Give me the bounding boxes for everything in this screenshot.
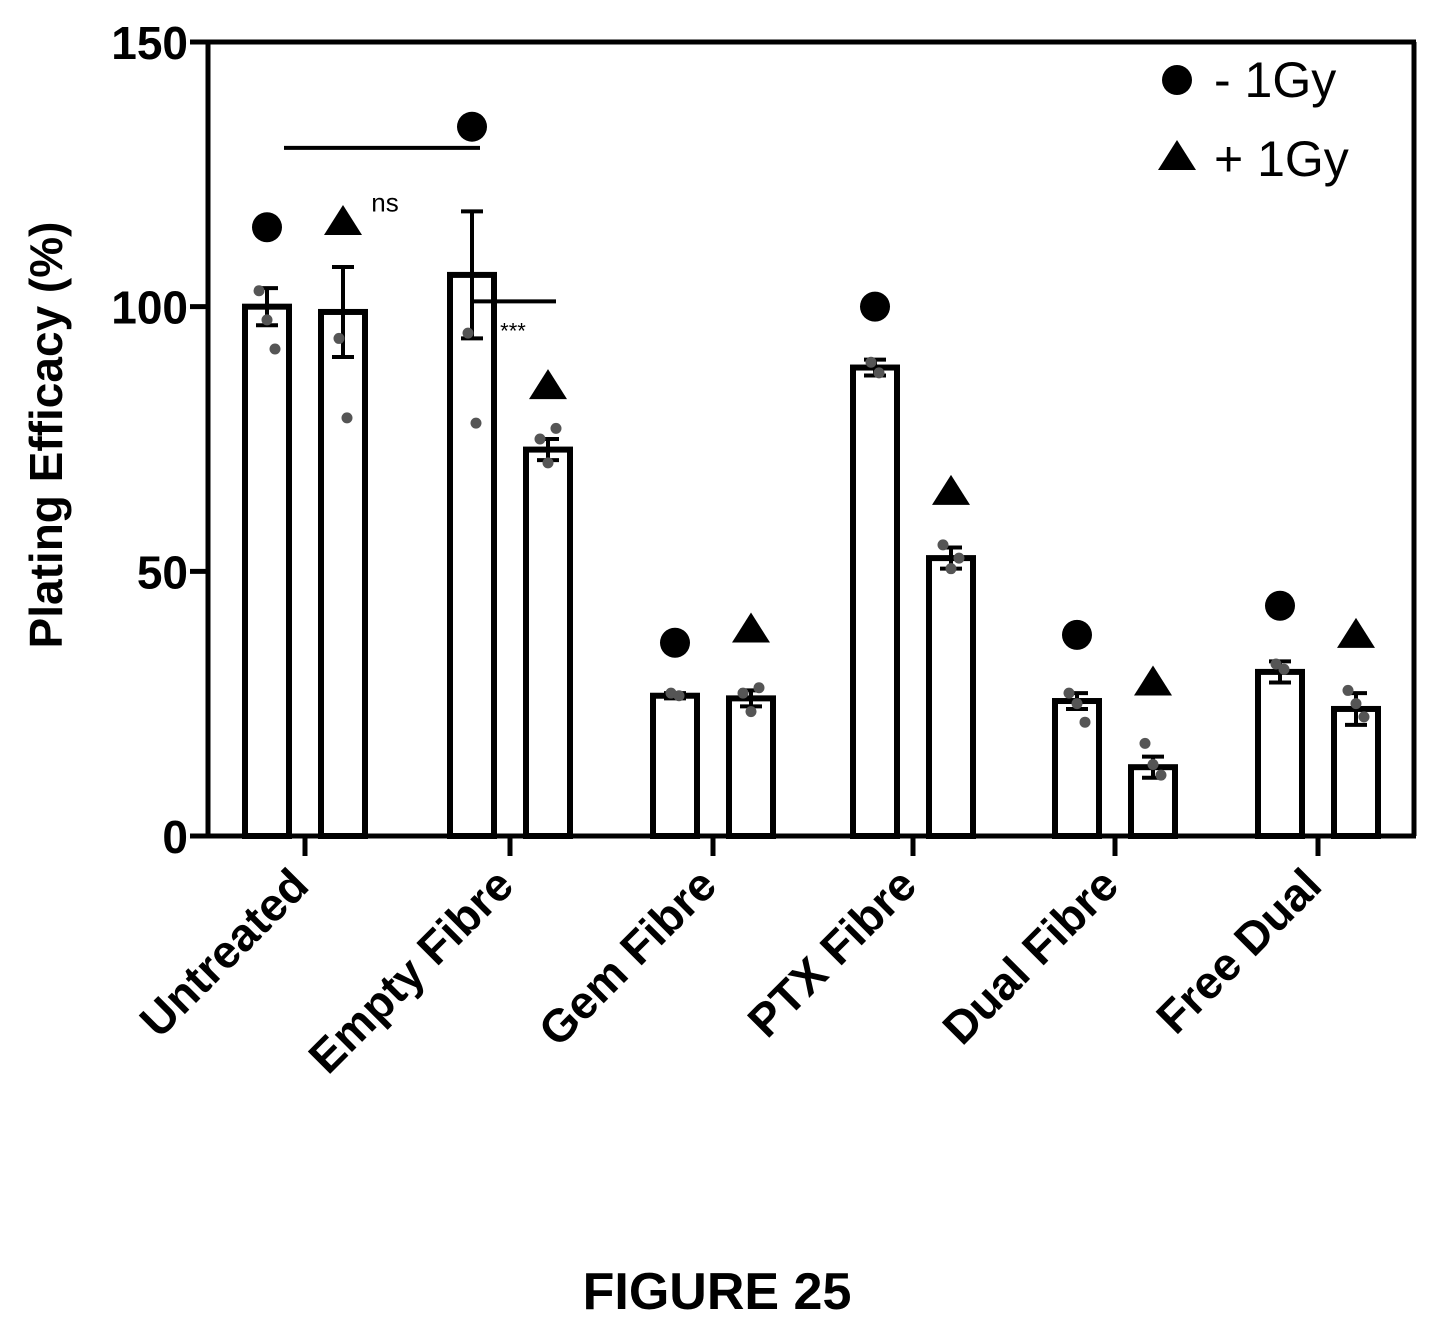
data-point bbox=[253, 285, 265, 297]
data-point bbox=[1270, 658, 1282, 670]
data-point bbox=[865, 356, 877, 368]
x-tick-label: Dual Fibre bbox=[932, 858, 1128, 1054]
circle-marker bbox=[660, 627, 690, 658]
x-tick-label: Free Dual bbox=[1146, 858, 1331, 1043]
data-point bbox=[462, 327, 474, 339]
data-point bbox=[534, 433, 546, 445]
data-point bbox=[1147, 759, 1159, 771]
significance-label: ns bbox=[371, 187, 398, 217]
bar-minus-1gy bbox=[850, 364, 900, 839]
x-tick-label: Empty Fibre bbox=[298, 858, 523, 1083]
data-point bbox=[673, 690, 685, 702]
data-point bbox=[1079, 716, 1091, 728]
bar-plus-1gy bbox=[523, 446, 573, 839]
data-point bbox=[550, 422, 562, 434]
data-point bbox=[745, 706, 757, 718]
bar-minus-1gy bbox=[650, 692, 700, 840]
legend-triangle-marker bbox=[1158, 140, 1196, 170]
data-point bbox=[542, 457, 554, 469]
circle-marker bbox=[1062, 619, 1092, 650]
triangle-marker bbox=[932, 474, 970, 505]
data-point bbox=[1342, 684, 1354, 696]
data-point bbox=[333, 332, 345, 344]
data-point bbox=[341, 412, 353, 424]
data-point bbox=[470, 417, 482, 429]
y-tick-label: 150 bbox=[111, 17, 188, 69]
x-tick-label: Untreated bbox=[129, 858, 318, 1047]
bar-minus-1gy bbox=[1052, 698, 1102, 840]
x-tick-label: Gem Fibre bbox=[528, 858, 726, 1056]
triangle-marker bbox=[1337, 617, 1375, 648]
y-tick-label: 0 bbox=[162, 811, 188, 863]
bar-plus-1gy bbox=[926, 555, 976, 839]
triangle-marker bbox=[1134, 665, 1172, 696]
triangle-marker bbox=[324, 204, 362, 235]
x-tick-label: PTX Fibre bbox=[737, 858, 926, 1047]
legend-entry-plus-1gy: + 1Gy bbox=[1214, 131, 1349, 187]
significance-annotations: ns***** bbox=[284, 145, 556, 343]
y-axis-label: Plating Efficacy (%) bbox=[20, 222, 72, 649]
triangle-marker bbox=[529, 369, 567, 400]
legend-entry-minus-1gy: - 1Gy bbox=[1214, 52, 1336, 108]
data-point bbox=[945, 563, 957, 575]
plot-area bbox=[205, 39, 1417, 839]
data-point bbox=[937, 539, 949, 551]
bar-minus-1gy bbox=[447, 271, 497, 839]
y-ticks: 0 50 100 150 bbox=[111, 17, 208, 863]
group-symbols bbox=[252, 111, 1375, 696]
bar-plus-1gy bbox=[726, 695, 776, 840]
data-point bbox=[1155, 769, 1167, 781]
data-point bbox=[1139, 737, 1151, 749]
data-point bbox=[753, 682, 765, 694]
bars bbox=[242, 209, 1381, 840]
data-point bbox=[1350, 698, 1362, 710]
y-tick-label: 50 bbox=[137, 546, 188, 598]
data-point bbox=[1071, 698, 1083, 710]
bar-minus-1gy bbox=[242, 303, 292, 839]
data-point bbox=[737, 687, 749, 699]
bar-plus-1gy bbox=[1331, 705, 1381, 840]
figure-caption: FIGURE 25 bbox=[582, 1263, 852, 1321]
data-point bbox=[261, 314, 273, 326]
significance-label: *** bbox=[500, 318, 526, 343]
y-tick-label: 100 bbox=[111, 282, 188, 334]
circle-marker bbox=[860, 291, 890, 322]
bar-minus-1gy bbox=[1255, 668, 1305, 840]
bar-plus-1gy bbox=[318, 308, 368, 839]
circle-marker bbox=[1265, 590, 1295, 621]
data-point bbox=[269, 343, 281, 355]
triangle-marker bbox=[732, 612, 770, 643]
data-point bbox=[1358, 711, 1370, 723]
circle-marker bbox=[457, 111, 487, 142]
legend: - 1Gy + 1Gy bbox=[1158, 52, 1349, 187]
data-point bbox=[953, 552, 965, 564]
circle-marker bbox=[252, 212, 282, 243]
data-point bbox=[1063, 687, 1075, 699]
data-point bbox=[1278, 663, 1290, 675]
legend-circle-marker bbox=[1162, 65, 1192, 95]
data-point bbox=[873, 367, 885, 379]
